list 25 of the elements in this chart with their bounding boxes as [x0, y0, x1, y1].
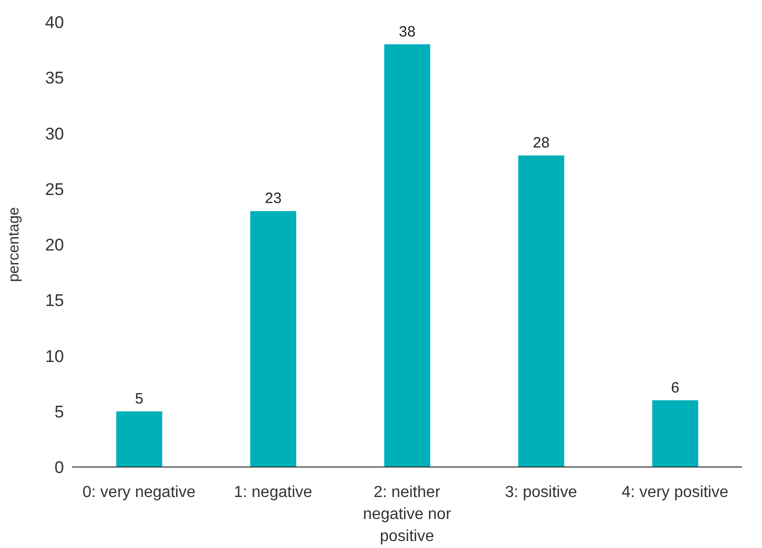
bar [250, 211, 296, 467]
data-label: 38 [398, 23, 416, 40]
bar [518, 156, 564, 467]
data-label: 6 [671, 379, 680, 396]
x-tick-label: 1: negative [234, 484, 312, 501]
data-label: 23 [264, 190, 282, 208]
y-tick-label: 25 [45, 180, 64, 199]
y-tick-label: 40 [45, 13, 64, 32]
y-tick-label: 35 [45, 68, 64, 88]
data-label: 28 [532, 134, 550, 152]
x-tick-label: 0: very negative [82, 484, 196, 501]
y-tick-label: 15 [45, 291, 64, 310]
y-tick-label: 0 [54, 458, 64, 478]
bar [116, 411, 162, 467]
data-label: 5 [135, 390, 144, 408]
y-tick-label: 5 [54, 402, 64, 422]
x-tick-label: 2: neither negative nor positive [362, 484, 452, 545]
y-axis-title: percentage [5, 206, 22, 282]
bar [384, 44, 430, 467]
x-tick-label: 3: positive [504, 484, 578, 501]
x-tick-label: 4: very positive [622, 484, 728, 501]
y-tick-label: 10 [45, 346, 64, 366]
y-tick-label: 20 [45, 236, 64, 255]
bar [652, 400, 698, 467]
y-tick-label: 30 [45, 124, 64, 144]
